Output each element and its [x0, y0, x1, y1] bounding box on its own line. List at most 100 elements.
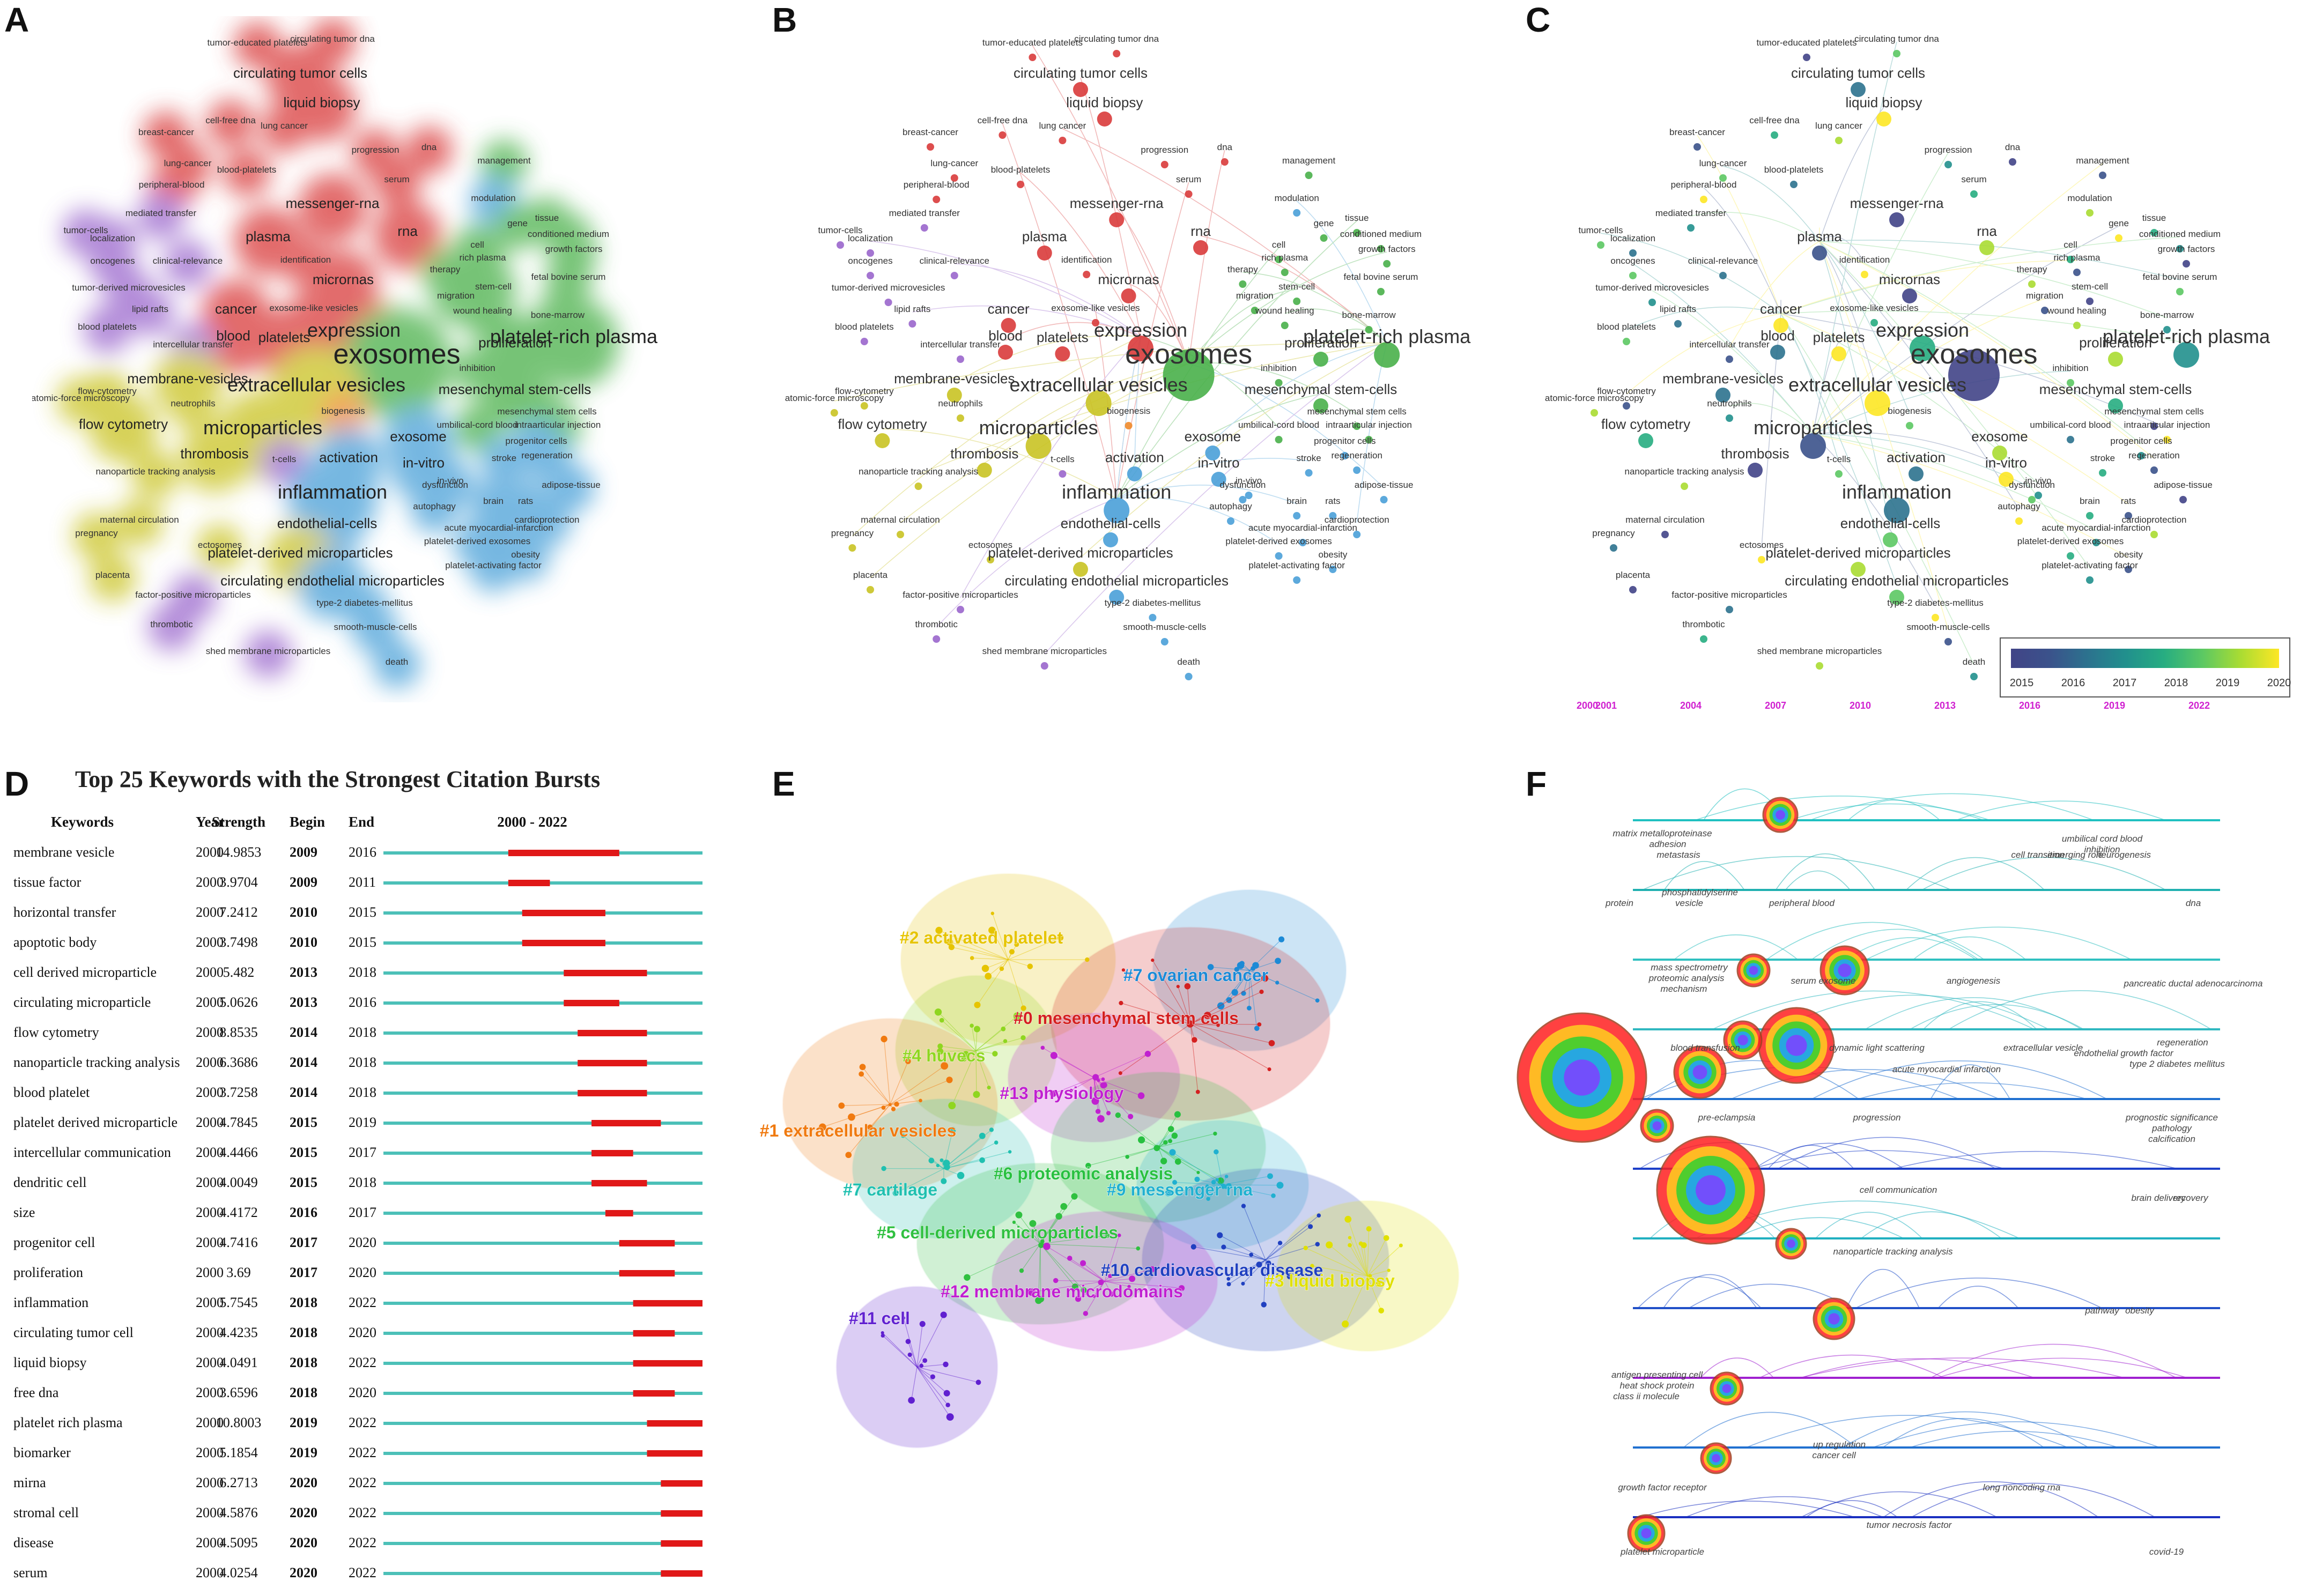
cluster-node	[946, 938, 953, 946]
cluster-node	[1226, 1282, 1231, 1287]
timeline-term: serum exosome	[1791, 976, 1856, 986]
cluster-link	[1190, 978, 1265, 1025]
burst-keyword: inflammation	[13, 1295, 88, 1310]
cluster-link	[1221, 970, 1250, 1006]
burst-baseline	[383, 1392, 702, 1395]
cluster-link	[1053, 1077, 1094, 1094]
term-label: t-cells	[272, 454, 296, 464]
timeline-term: growth factor receptor	[1618, 1482, 1707, 1493]
cluster-link	[1190, 991, 1262, 1025]
burst-begin: 2015	[290, 1175, 317, 1190]
density-blob	[454, 404, 501, 451]
colorbar-tick: 2018	[2164, 677, 2188, 689]
overlay-node	[1648, 299, 1656, 306]
burst-end: 2017	[349, 1145, 376, 1160]
cluster-label: #5 cell-derived microparticles	[877, 1223, 1118, 1242]
cluster-label: #1 extracellular vesicles	[760, 1121, 957, 1140]
cluster-node	[1213, 1131, 1217, 1136]
overlay-node	[1835, 137, 1843, 144]
network-node	[957, 414, 964, 422]
burst-baseline	[383, 1572, 702, 1575]
burst-end: 2022	[349, 1415, 376, 1430]
cluster-label: #4 huvecs	[903, 1046, 986, 1065]
cluster-link	[916, 1367, 979, 1383]
term-label: extracellular vesicles	[1788, 374, 1966, 396]
timeline-arc	[1641, 856, 1952, 890]
overlay-link	[1819, 241, 2142, 444]
term-label: breast-cancer	[1669, 127, 1725, 137]
cluster-link	[1040, 1243, 1041, 1299]
burst-year: 2000	[196, 1565, 224, 1580]
network-link	[1002, 123, 1117, 499]
cluster-link	[1190, 1023, 1260, 1025]
burst-baseline	[383, 1512, 702, 1515]
overlay-node	[1638, 433, 1653, 448]
timeline-arc	[1906, 857, 2045, 890]
burst-year: 2000	[196, 1265, 224, 1280]
term-label: liquid biopsy	[1066, 94, 1143, 110]
timeline-arc	[1785, 870, 1851, 890]
overlay-node	[1861, 271, 1868, 278]
density-blob	[480, 140, 528, 187]
burst-bar	[619, 1240, 675, 1246]
term-label: tissue	[2142, 213, 2166, 223]
overlay-node	[2125, 512, 2132, 519]
term-label: peripheral-blood	[139, 180, 205, 190]
term-label: maternal circulation	[100, 515, 179, 525]
cluster-node	[1315, 998, 1320, 1003]
network-node	[1374, 342, 1400, 368]
cluster-node	[1071, 1283, 1078, 1290]
density-blob	[164, 240, 211, 287]
timeline-arc	[1858, 1082, 2087, 1100]
term-label: circulating tumor dna	[1854, 34, 1939, 44]
cluster-node	[1203, 1012, 1211, 1019]
term-label: cell	[1272, 240, 1286, 250]
cluster-link	[971, 1026, 977, 1051]
panel-label-f: F	[1526, 764, 1547, 803]
burst-end: 2022	[349, 1505, 376, 1520]
burst-keyword: mirna	[13, 1475, 46, 1490]
burst-year: 2000	[196, 1325, 224, 1340]
network-node	[1239, 280, 1247, 288]
cluster-node	[1276, 1182, 1284, 1189]
term-label: breast-cancer	[903, 127, 958, 137]
cluster-node	[1176, 984, 1180, 989]
network-node	[1305, 172, 1313, 179]
cluster-node	[948, 944, 955, 951]
network-node	[1059, 137, 1067, 144]
timeline-term: endothelial growth factor	[2074, 1048, 2174, 1058]
term-label: lung cancer	[1815, 121, 1862, 131]
cluster-node	[945, 1402, 950, 1407]
overlay-node	[1876, 112, 1891, 127]
term-label: smooth-muscle-cells	[1123, 622, 1206, 632]
cluster-label: #2 activated platelet	[900, 928, 1063, 947]
overlay-node	[1790, 181, 1798, 188]
timeline-node-ring	[1564, 1059, 1600, 1096]
burst-strength: 4.7416	[219, 1235, 258, 1250]
timeline-term: neurogenesis	[2096, 850, 2151, 860]
overlay-node	[2041, 307, 2048, 314]
term-label: pregnancy	[75, 528, 118, 538]
term-label: maternal circulation	[861, 515, 940, 525]
cluster-node	[928, 1157, 935, 1164]
cluster-link	[1234, 970, 1250, 993]
term-label: adipose-tissue	[542, 480, 601, 490]
cluster-node	[1035, 1297, 1042, 1304]
overlay-node	[1674, 320, 1682, 328]
term-label: bone-marrow	[1342, 310, 1396, 320]
header-strength: Strength	[212, 814, 265, 830]
cluster-node	[1013, 1012, 1021, 1020]
cluster-node	[1009, 949, 1015, 955]
term-label: inflammation	[1062, 481, 1171, 503]
cluster-node	[1360, 1242, 1367, 1249]
term-label: liquid biopsy	[283, 94, 360, 110]
cluster-link	[862, 1066, 891, 1105]
term-label: nanoparticle tracking analysis	[859, 466, 978, 477]
cluster-node	[892, 1190, 899, 1197]
term-label: inflammation	[278, 481, 387, 503]
cluster-nodes	[818, 911, 1403, 1421]
density-blobs	[57, 18, 619, 688]
